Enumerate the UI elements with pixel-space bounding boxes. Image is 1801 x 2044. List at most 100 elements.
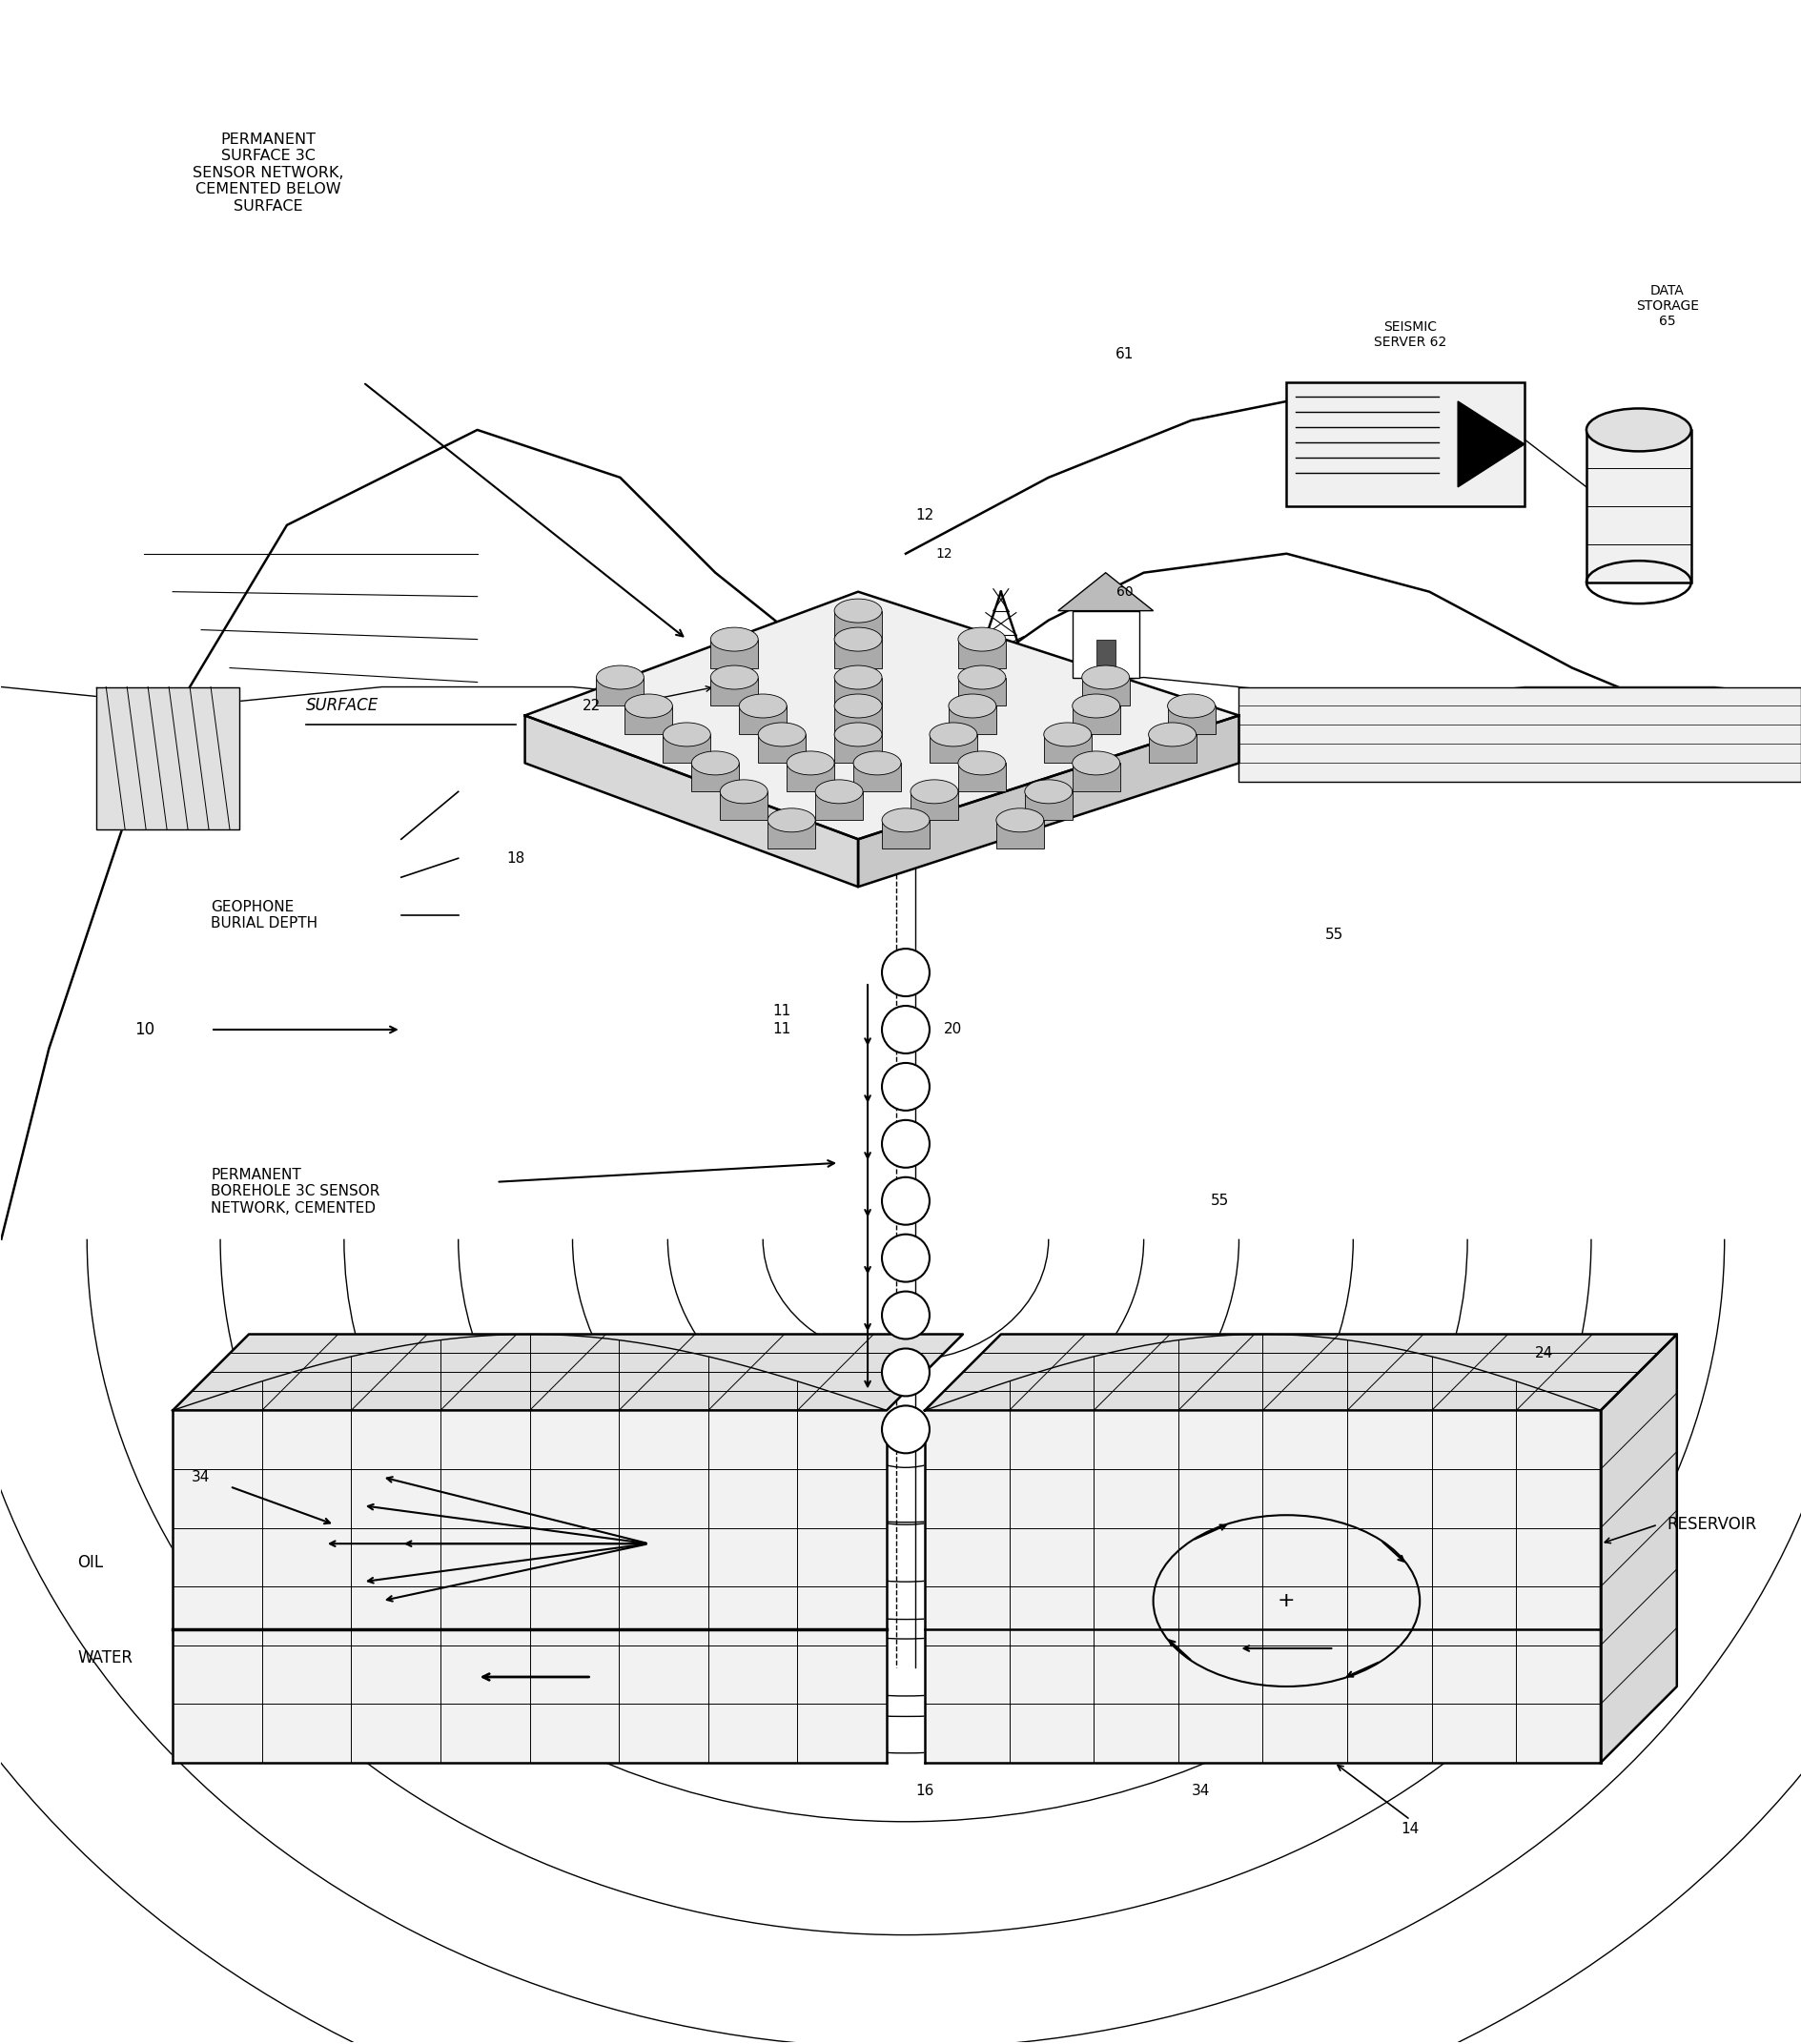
Ellipse shape: [910, 779, 958, 803]
Polygon shape: [924, 1335, 1599, 1762]
Ellipse shape: [958, 666, 1005, 689]
Ellipse shape: [692, 750, 738, 775]
Bar: [1025, 791, 1072, 820]
Bar: [710, 677, 758, 705]
Text: 55: 55: [1210, 1194, 1228, 1208]
Bar: [1095, 640, 1115, 677]
Text: RESERVOIR: RESERVOIR: [1666, 1517, 1756, 1533]
Bar: [834, 611, 881, 640]
Circle shape: [881, 1063, 929, 1110]
Bar: [625, 705, 672, 734]
Text: 22: 22: [582, 699, 600, 713]
Circle shape: [881, 948, 929, 995]
Bar: [1072, 762, 1120, 791]
Ellipse shape: [625, 695, 672, 717]
Ellipse shape: [1072, 695, 1120, 717]
Ellipse shape: [958, 750, 1005, 775]
Polygon shape: [524, 591, 1239, 840]
Bar: [1147, 734, 1196, 762]
Bar: [854, 762, 900, 791]
Text: WATER: WATER: [77, 1650, 133, 1666]
Text: 12: 12: [935, 548, 951, 560]
Text: +: +: [1277, 1592, 1295, 1611]
Text: 11: 11: [773, 1022, 791, 1036]
Circle shape: [881, 1006, 929, 1053]
Text: 12: 12: [915, 509, 933, 523]
Polygon shape: [1599, 1335, 1677, 1762]
Polygon shape: [1457, 401, 1524, 486]
Circle shape: [881, 1235, 929, 1282]
Polygon shape: [924, 1335, 1677, 1410]
Text: 34: 34: [191, 1470, 211, 1484]
Ellipse shape: [758, 724, 805, 746]
Circle shape: [881, 1177, 929, 1224]
Bar: [1286, 382, 1524, 507]
Ellipse shape: [1585, 409, 1691, 452]
Ellipse shape: [767, 807, 814, 832]
Ellipse shape: [787, 750, 834, 775]
Bar: [958, 640, 1005, 668]
Text: PERMANENT
BOREHOLE 3C SENSOR
NETWORK, CEMENTED: PERMANENT BOREHOLE 3C SENSOR NETWORK, CE…: [211, 1167, 380, 1216]
Bar: [787, 762, 834, 791]
Bar: [958, 677, 1005, 705]
Bar: [996, 820, 1043, 848]
Bar: [958, 762, 1005, 791]
Text: 16: 16: [915, 1784, 933, 1799]
Ellipse shape: [710, 628, 758, 652]
Ellipse shape: [710, 666, 758, 689]
Polygon shape: [97, 687, 240, 830]
Ellipse shape: [1167, 695, 1214, 717]
Text: 14: 14: [1401, 1821, 1419, 1836]
Bar: [910, 791, 958, 820]
Text: GEOPHONE
BURIAL DEPTH: GEOPHONE BURIAL DEPTH: [211, 899, 317, 930]
Text: 18: 18: [506, 850, 524, 865]
Bar: [1585, 429, 1691, 583]
Bar: [1072, 705, 1120, 734]
Bar: [814, 791, 863, 820]
Ellipse shape: [929, 724, 976, 746]
Text: OIL: OIL: [77, 1553, 103, 1572]
Circle shape: [881, 1292, 929, 1339]
Text: 24: 24: [1534, 1347, 1552, 1361]
Polygon shape: [524, 715, 857, 887]
Ellipse shape: [834, 695, 881, 717]
Text: 60: 60: [1115, 585, 1133, 599]
Circle shape: [881, 1349, 929, 1396]
Text: 55: 55: [1324, 928, 1342, 942]
Bar: [929, 734, 976, 762]
Text: PERMANENT
SURFACE 3C
SENSOR NETWORK,
CEMENTED BELOW
SURFACE: PERMANENT SURFACE 3C SENSOR NETWORK, CEM…: [193, 133, 344, 213]
Ellipse shape: [596, 666, 643, 689]
Text: 10: 10: [135, 1022, 155, 1038]
Ellipse shape: [1025, 779, 1072, 803]
Bar: [596, 677, 643, 705]
Polygon shape: [173, 1335, 886, 1762]
Bar: [834, 677, 881, 705]
Bar: [1081, 677, 1129, 705]
Circle shape: [881, 1406, 929, 1453]
Text: 61: 61: [1115, 347, 1133, 362]
Polygon shape: [173, 1335, 962, 1410]
Ellipse shape: [1072, 750, 1120, 775]
Text: SEISMIC
SERVER 62: SEISMIC SERVER 62: [1372, 321, 1446, 350]
Polygon shape: [857, 715, 1239, 887]
Ellipse shape: [1081, 666, 1129, 689]
Bar: [710, 640, 758, 668]
Ellipse shape: [834, 666, 881, 689]
Bar: [834, 705, 881, 734]
Bar: [692, 762, 738, 791]
Ellipse shape: [854, 750, 900, 775]
Bar: [758, 734, 805, 762]
Text: DATA
STORAGE
65: DATA STORAGE 65: [1635, 284, 1698, 329]
Ellipse shape: [834, 599, 881, 623]
Ellipse shape: [663, 724, 710, 746]
Bar: [767, 820, 814, 848]
Ellipse shape: [947, 695, 996, 717]
Ellipse shape: [958, 628, 1005, 652]
Ellipse shape: [834, 724, 881, 746]
Ellipse shape: [814, 779, 863, 803]
Bar: [834, 640, 881, 668]
Bar: [663, 734, 710, 762]
Circle shape: [881, 1120, 929, 1167]
Ellipse shape: [1147, 724, 1196, 746]
Text: 11: 11: [773, 1004, 791, 1018]
